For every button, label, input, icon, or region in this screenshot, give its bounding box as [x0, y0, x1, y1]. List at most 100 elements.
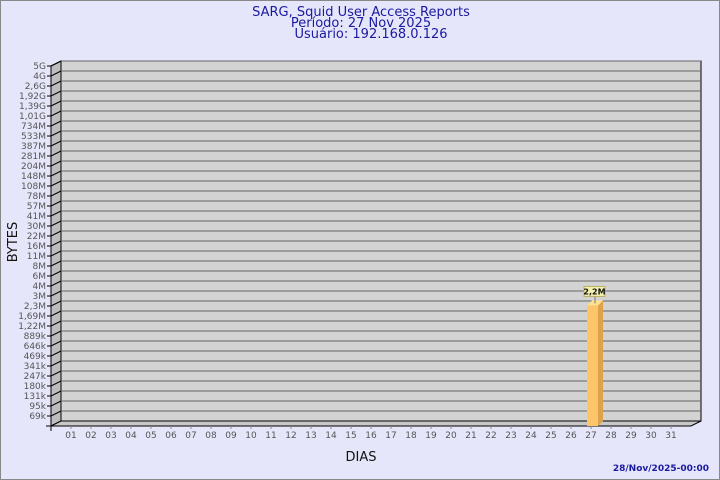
bar-day-27	[587, 305, 598, 426]
y-tick-slant	[50, 180, 62, 187]
y-tick-slant	[50, 340, 62, 347]
y-tick-label: 1,92G	[19, 92, 46, 102]
y-tick-slant	[50, 250, 62, 257]
x-tick-label: 31	[665, 431, 676, 441]
x-tick-label: 28	[605, 431, 617, 441]
y-tick-slant	[50, 400, 62, 407]
x-tick-label: 30	[645, 431, 657, 441]
x-tick-label: 06	[165, 431, 177, 441]
y-tick-label: 1,69M	[18, 312, 46, 322]
y-tick-label: 204M	[21, 162, 46, 172]
y-tick-slant	[50, 100, 62, 107]
x-tick-label: 07	[185, 431, 196, 441]
y-tick-label: 57M	[27, 202, 46, 212]
y-tick-slant	[50, 140, 62, 147]
y-tick-label: 2,3M	[24, 302, 46, 312]
x-tick-label: 01	[65, 431, 76, 441]
y-tick-label: 8M	[33, 262, 47, 272]
y-tick-label: 6M	[33, 272, 47, 282]
data-label: 2,2M	[583, 287, 605, 296]
y-tick-slant	[50, 220, 62, 227]
y-tick-label: 95k	[29, 402, 46, 412]
y-tick-label: 22M	[27, 232, 46, 242]
y-tick-slant	[50, 300, 62, 307]
x-tick-label: 26	[565, 431, 577, 441]
y-tick-slant	[50, 330, 62, 337]
y-tick-label: 2,6G	[25, 82, 46, 92]
x-tick-label: 18	[405, 431, 417, 441]
y-tick-slant	[50, 380, 62, 387]
y-tick-label: 131k	[24, 392, 47, 402]
y-tick-slant	[50, 130, 62, 137]
x-tick-label: 16	[365, 431, 377, 441]
y-tick-label: 341k	[24, 362, 47, 372]
y-tick-slant	[50, 80, 62, 87]
y-tick-label: 247k	[24, 372, 47, 382]
y-tick-label: 387M	[21, 142, 46, 152]
y-tick-label: 734M	[21, 122, 46, 132]
y-tick-label: 4G	[33, 72, 46, 82]
x-tick-label: 21	[465, 431, 476, 441]
y-tick-slant	[50, 360, 62, 367]
x-tick-label: 22	[485, 431, 496, 441]
y-tick-slant	[50, 150, 62, 157]
x-tick-label: 08	[205, 431, 217, 441]
y-tick-label: 108M	[21, 182, 46, 192]
y-tick-label: 11M	[27, 252, 46, 262]
y-tick-label: 30M	[27, 222, 46, 232]
y-tick-slant	[50, 240, 62, 247]
y-tick-label: 1,39G	[19, 102, 46, 112]
y-tick-label: 69k	[29, 412, 46, 422]
x-tick-label: 23	[505, 431, 516, 441]
y-tick-label: 1,22M	[18, 322, 46, 332]
chart-subtitle-period: Período: 27 Nov 2025	[291, 16, 431, 31]
y-tick-label: 78M	[27, 192, 46, 202]
x-tick-label: 04	[125, 431, 137, 441]
y-tick-label: 281M	[21, 152, 46, 162]
y-tick-slant	[50, 410, 62, 417]
x-tick-label: 27	[585, 431, 596, 441]
x-tick-label: 20	[445, 431, 457, 441]
y-tick-label: 533M	[21, 132, 46, 142]
y-tick-slant	[50, 370, 62, 377]
x-tick-label: 02	[85, 431, 96, 441]
x-tick-label: 13	[305, 431, 316, 441]
y-tick-label: 148M	[21, 172, 46, 182]
y-tick-slant	[50, 200, 62, 207]
y-tick-slant	[50, 190, 62, 197]
x-axis-label: DIAS	[346, 450, 377, 465]
x-tick-label: 29	[625, 431, 637, 441]
x-tick-label: 14	[325, 431, 337, 441]
y-tick-slant	[50, 230, 62, 237]
x-tick-label: 19	[425, 431, 437, 441]
y-tick-slant	[50, 390, 62, 397]
y-tick-label: 16M	[27, 242, 46, 252]
y-tick-label: 889k	[24, 332, 47, 342]
y-tick-slant	[50, 60, 62, 67]
y-tick-slant	[50, 110, 62, 117]
x-tick-label: 05	[145, 431, 156, 441]
x-tick-label: 03	[105, 431, 116, 441]
y-tick-label: 469k	[24, 352, 47, 362]
y-tick-slant	[50, 270, 62, 277]
x-tick-label: 17	[385, 431, 396, 441]
y-axis-label: BYTES	[6, 222, 21, 263]
y-tick-label: 41M	[27, 212, 46, 222]
y-tick-slant	[50, 210, 62, 217]
y-tick-slant	[50, 90, 62, 97]
chart-subtitle-user: Usuário: 192.168.0.126	[294, 27, 447, 42]
y-tick-slant	[50, 310, 62, 317]
x-tick-label: 09	[225, 431, 237, 441]
floor	[50, 420, 702, 427]
x-tick-label: 24	[525, 431, 537, 441]
y-tick-label: 3M	[33, 292, 47, 302]
y-tick-slant	[50, 320, 62, 327]
y-tick-slant	[50, 160, 62, 167]
y-tick-slant	[50, 120, 62, 127]
y-tick-label: 646k	[24, 342, 47, 352]
y-tick-slant	[50, 170, 62, 177]
x-tick-label: 25	[545, 431, 556, 441]
y-tick-slant	[50, 260, 62, 267]
